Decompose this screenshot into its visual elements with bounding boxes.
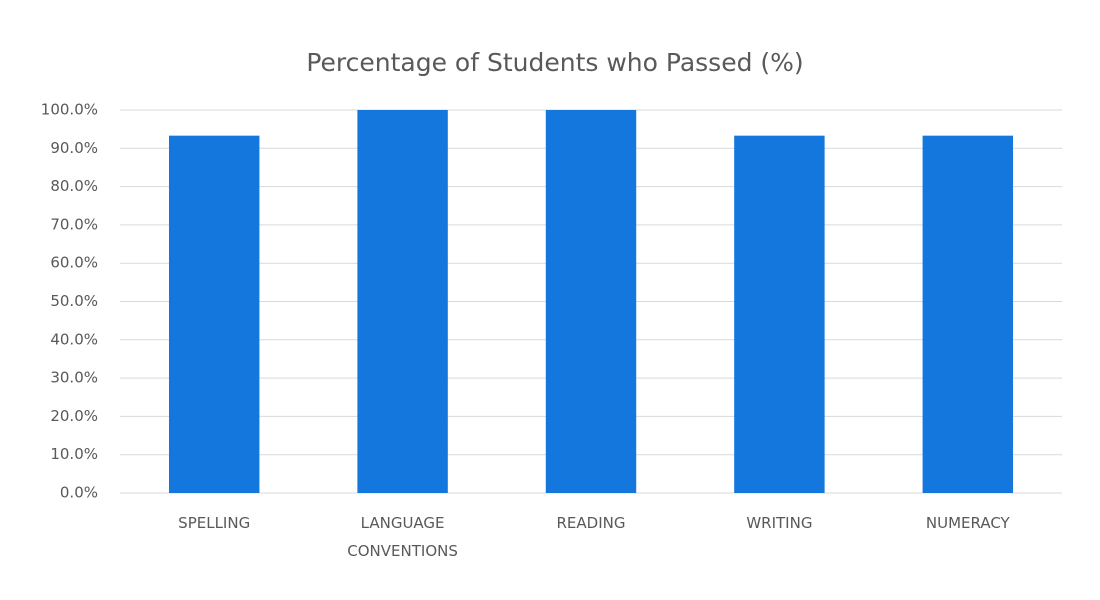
bar: [922, 135, 1014, 493]
bar: [168, 135, 260, 493]
y-tick-label: 30.0%: [50, 369, 98, 387]
x-tick-label: READING: [556, 514, 626, 532]
bar: [357, 110, 448, 493]
y-tick-label: 80.0%: [50, 177, 98, 195]
chart-title: Percentage of Students who Passed (%): [306, 48, 803, 77]
x-tick-label: NUMERACY: [925, 514, 1010, 532]
y-tick-label: 60.0%: [50, 254, 98, 272]
y-tick-label: 50.0%: [50, 292, 98, 310]
y-tick-label: 0.0%: [60, 484, 98, 502]
y-tick-label: 40.0%: [50, 330, 98, 348]
y-tick-label: 100.0%: [41, 101, 98, 119]
y-tick-label: 10.0%: [50, 445, 98, 463]
y-tick-label: 20.0%: [50, 407, 98, 425]
x-tick-label: SPELLING: [178, 514, 251, 532]
x-tick-label: WRITING: [746, 514, 813, 532]
bar: [734, 135, 825, 493]
x-tick-label: LANGUAGE CONVENTIONS: [347, 514, 458, 560]
bar: [545, 110, 637, 493]
y-tick-label: 90.0%: [50, 139, 98, 157]
y-tick-label: 70.0%: [50, 215, 98, 233]
